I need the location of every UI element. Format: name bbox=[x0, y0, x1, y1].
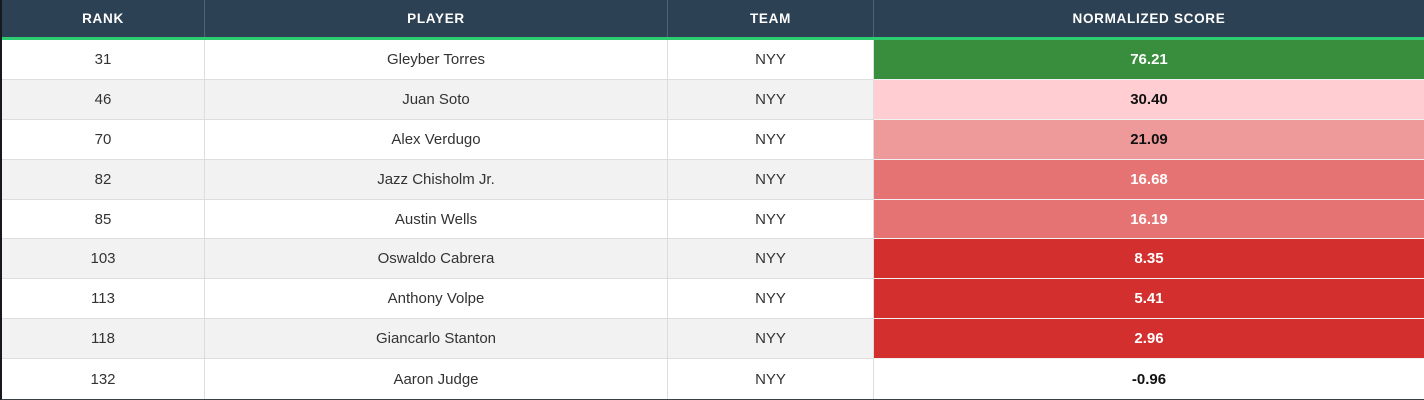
score-cell: 2.96 bbox=[874, 319, 1424, 360]
column-header-rank[interactable]: RANK bbox=[2, 0, 205, 37]
score-cell: 76.21 bbox=[874, 40, 1424, 80]
score-cell: 8.35 bbox=[874, 239, 1424, 280]
table-header-row: RANK PLAYER TEAM NORMALIZED SCORE bbox=[2, 0, 1424, 40]
rank-cell: 113 bbox=[2, 279, 205, 320]
rank-cell: 31 bbox=[2, 40, 205, 80]
team-cell: NYY bbox=[668, 79, 874, 120]
score-cell: 21.09 bbox=[874, 119, 1424, 160]
table-row: 132 Aaron Judge NYY -0.96 bbox=[2, 359, 1424, 400]
table-row: 46 Juan Soto NYY 30.40 bbox=[2, 79, 1424, 120]
table-row: 82 Jazz Chisholm Jr. NYY 16.68 bbox=[2, 159, 1424, 200]
team-cell: NYY bbox=[668, 239, 874, 280]
player-cell: Giancarlo Stanton bbox=[205, 319, 668, 360]
player-cell: Jazz Chisholm Jr. bbox=[205, 159, 668, 200]
player-cell: Aaron Judge bbox=[205, 359, 668, 400]
score-cell: 16.68 bbox=[874, 159, 1424, 200]
table-row: 103 Oswaldo Cabrera NYY 8.35 bbox=[2, 239, 1424, 280]
rank-cell: 85 bbox=[2, 199, 205, 240]
team-cell: NYY bbox=[668, 359, 874, 400]
player-cell: Oswaldo Cabrera bbox=[205, 239, 668, 280]
rank-cell: 82 bbox=[2, 159, 205, 200]
score-cell: 5.41 bbox=[874, 279, 1424, 320]
player-cell: Gleyber Torres bbox=[205, 40, 668, 80]
player-cell: Austin Wells bbox=[205, 199, 668, 240]
score-cell: 16.19 bbox=[874, 199, 1424, 240]
rank-cell: 132 bbox=[2, 359, 205, 400]
column-header-player[interactable]: PLAYER bbox=[205, 0, 668, 37]
team-cell: NYY bbox=[668, 40, 874, 80]
rank-cell: 103 bbox=[2, 239, 205, 280]
team-cell: NYY bbox=[668, 279, 874, 320]
team-cell: NYY bbox=[668, 159, 874, 200]
score-cell: 30.40 bbox=[874, 79, 1424, 120]
team-cell: NYY bbox=[668, 119, 874, 160]
column-header-normalized-score[interactable]: NORMALIZED SCORE bbox=[1072, 11, 1226, 26]
rank-cell: 46 bbox=[2, 79, 205, 120]
column-header-team[interactable]: TEAM bbox=[668, 0, 874, 37]
table-row: 113 Anthony Volpe NYY 5.41 bbox=[2, 279, 1424, 320]
score-cell: -0.96 bbox=[874, 359, 1424, 400]
table-row: 31 Gleyber Torres NYY 76.21 bbox=[2, 40, 1424, 80]
rank-cell: 70 bbox=[2, 119, 205, 160]
player-cell: Anthony Volpe bbox=[205, 279, 668, 320]
table-row: 85 Austin Wells NYY 16.19 bbox=[2, 199, 1424, 240]
player-cell: Alex Verdugo bbox=[205, 119, 668, 160]
table-body: 31 Gleyber Torres NYY 76.21 46 Juan Soto… bbox=[2, 40, 1424, 400]
team-cell: NYY bbox=[668, 319, 874, 360]
rank-cell: 118 bbox=[2, 319, 205, 360]
player-cell: Juan Soto bbox=[205, 79, 668, 120]
table-row: 118 Giancarlo Stanton NYY 2.96 bbox=[2, 319, 1424, 360]
table-row: 70 Alex Verdugo NYY 21.09 bbox=[2, 119, 1424, 160]
team-cell: NYY bbox=[668, 199, 874, 240]
